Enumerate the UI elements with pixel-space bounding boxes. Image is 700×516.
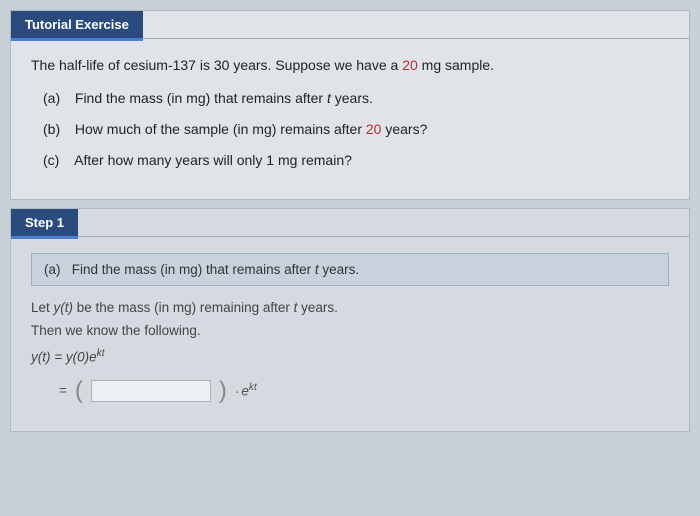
exercise-header: Tutorial Exercise — [11, 11, 689, 41]
exercise-content: The half-life of cesium-137 is 30 years.… — [11, 41, 689, 199]
step1-formula: y(t) = y(0)ekt — [31, 348, 669, 365]
tutorial-exercise-panel: Tutorial Exercise The half-life of cesiu… — [10, 10, 690, 200]
subpart-a-pre: Find the mass (in mg) that remains after — [75, 90, 327, 106]
tail-expr: ·ekt — [235, 382, 257, 399]
step1-line2: Then we know the following. — [31, 323, 669, 338]
subpart-c-text: After how many years will only 1 mg rema… — [74, 152, 352, 168]
step1-line1: Let y(t) be the mass (in mg) remaining a… — [31, 300, 669, 315]
formula-eq: = — [51, 350, 66, 365]
tail-base: e — [241, 384, 249, 399]
exercise-header-rule — [143, 38, 689, 39]
subpart-b-pre: How much of the sample (in mg) remains a… — [75, 121, 366, 137]
input-equals: = — [59, 383, 67, 398]
formula-rhs-base: y(0)e — [66, 350, 97, 365]
step1-box-post: years. — [319, 262, 360, 277]
subpart-a: (a) Find the mass (in mg) that remains a… — [43, 88, 669, 109]
line1-pre: Let — [31, 300, 54, 315]
subpart-b: (b) How much of the sample (in mg) remai… — [43, 119, 669, 140]
exercise-header-label: Tutorial Exercise — [11, 11, 143, 41]
subpart-b-label: (b) — [43, 119, 71, 140]
formula-lhs: y(t) — [31, 350, 51, 365]
line1-post: years. — [297, 300, 338, 315]
step1-part-box: (a) Find the mass (in mg) that remains a… — [31, 253, 669, 286]
problem-statement: The half-life of cesium-137 is 30 years.… — [31, 55, 669, 76]
prompt-post: mg sample. — [418, 57, 494, 73]
step1-header: Step 1 — [11, 209, 689, 239]
tail-exp: kt — [249, 382, 257, 393]
subpart-c: (c) After how many years will only 1 mg … — [43, 150, 669, 171]
tail-dot: · — [235, 384, 240, 399]
line1-mid: be the mass (in mg) remaining after — [73, 300, 294, 315]
line1-yt: y(t) — [54, 300, 74, 315]
subpart-a-label: (a) — [43, 88, 71, 109]
prompt-highlight: 20 — [402, 57, 418, 73]
step1-header-rule — [78, 236, 689, 237]
step1-content: (a) Find the mass (in mg) that remains a… — [11, 239, 689, 431]
step1-box-pre: Find the mass (in mg) that remains after — [72, 262, 315, 277]
subpart-c-label: (c) — [43, 150, 71, 171]
step1-input-row: = ( ) ·ekt — [59, 379, 669, 403]
y0-input[interactable] — [91, 380, 211, 402]
step1-header-label: Step 1 — [11, 209, 78, 239]
subpart-a-post: years. — [331, 90, 373, 106]
subpart-b-post: years? — [381, 121, 427, 137]
prompt-pre: The half-life of cesium-137 is 30 years.… — [31, 57, 402, 73]
open-paren-icon: ( — [75, 379, 83, 403]
step1-box-label: (a) — [44, 262, 61, 277]
subpart-b-highlight: 20 — [366, 121, 382, 137]
close-paren-icon: ) — [219, 379, 227, 403]
step1-panel: Step 1 (a) Find the mass (in mg) that re… — [10, 208, 690, 432]
formula-rhs-exp: kt — [97, 348, 105, 359]
